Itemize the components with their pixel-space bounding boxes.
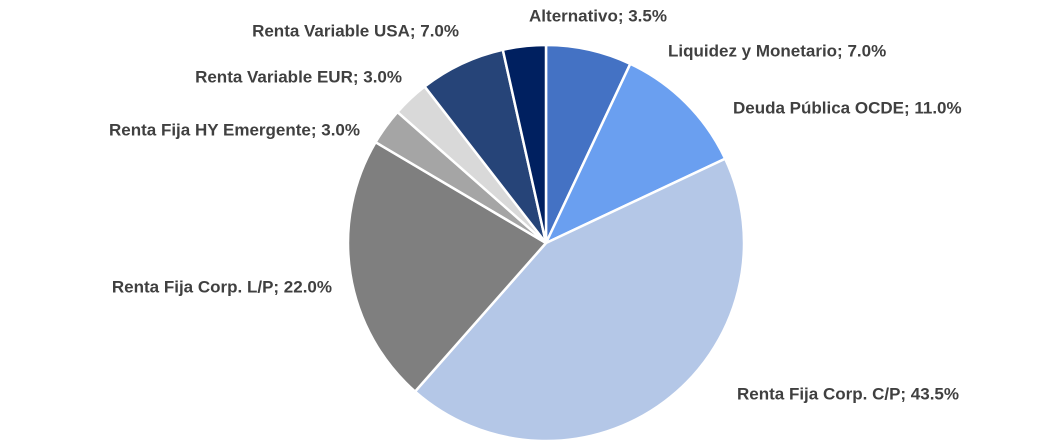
pie-slice [501,43,548,244]
pie-slice [346,140,548,394]
pie-slice [413,157,746,443]
data-label: Liquidez y Monetario; 7.0% [668,41,886,60]
data-label: Renta Variable USA; 7.0% [252,21,459,40]
data-label: Deuda Pública OCDE; 11.0% [733,98,962,117]
data-label: Alternativo; 3.5% [529,6,667,25]
data-label: Renta Fija Corp. L/P; 22.0% [112,277,332,296]
data-label: Renta Variable EUR; 3.0% [195,67,402,86]
pie-slice [543,62,727,246]
data-label: Renta Fija Corp. C/P; 43.5% [737,384,959,403]
data-label: Renta Fija HY Emergente; 3.0% [109,120,360,139]
